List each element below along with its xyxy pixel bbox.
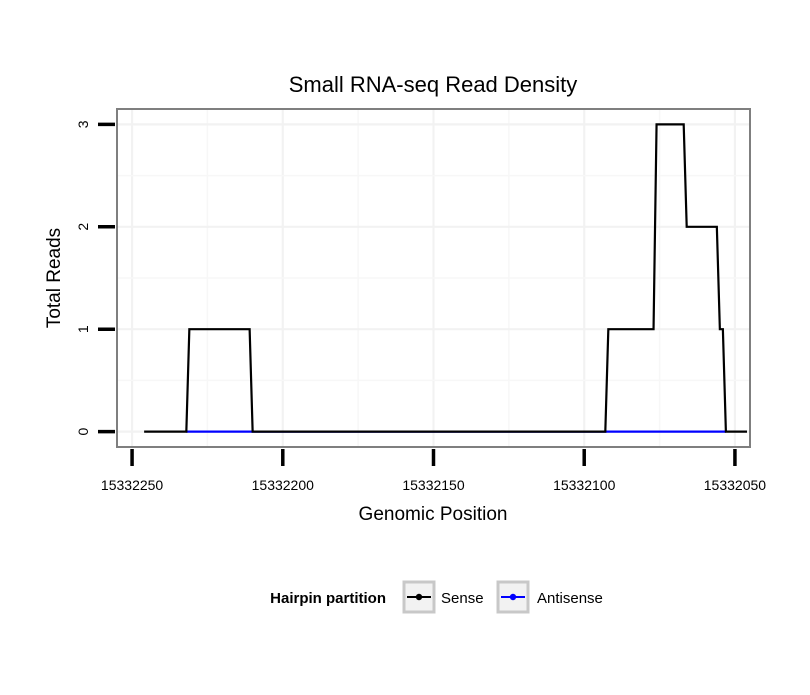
legend: Hairpin partition Sense Antisense [270, 580, 603, 614]
x-tick-label: 15332100 [553, 477, 616, 493]
legend-label-sense: Sense [441, 590, 484, 607]
y-tick-label: 0 [75, 428, 91, 436]
series-lines [144, 123, 747, 433]
x-axis-label: Genomic Position [359, 504, 508, 525]
y-tick-label: 3 [75, 120, 91, 128]
legend-item-sense: Sense [402, 580, 484, 614]
legend-title: Hairpin partition [270, 590, 386, 607]
plot-panel [116, 108, 751, 448]
series-line-sense [144, 123, 747, 433]
x-tick-label: 15332250 [101, 477, 164, 493]
panel-border [116, 108, 751, 448]
x-tick-label: 15332150 [402, 477, 465, 493]
legend-label-antisense: Antisense [537, 590, 603, 607]
chart-title: Small RNA-seq Read Density [289, 72, 578, 97]
y-axis: 0 1 2 3 [75, 120, 115, 436]
legend-point-antisense [509, 593, 517, 601]
x-tick-label: 15332050 [704, 477, 767, 493]
y-axis-label: Total Reads [44, 228, 65, 328]
y-tick-label: 2 [75, 223, 91, 231]
legend-point-sense [415, 593, 423, 601]
x-tick-label: 15332200 [252, 477, 315, 493]
x-axis: 15332250 15332200 15332150 15332100 15332050 [101, 449, 766, 493]
y-tick-label: 1 [75, 325, 91, 333]
legend-item-antisense: Antisense [496, 580, 603, 614]
